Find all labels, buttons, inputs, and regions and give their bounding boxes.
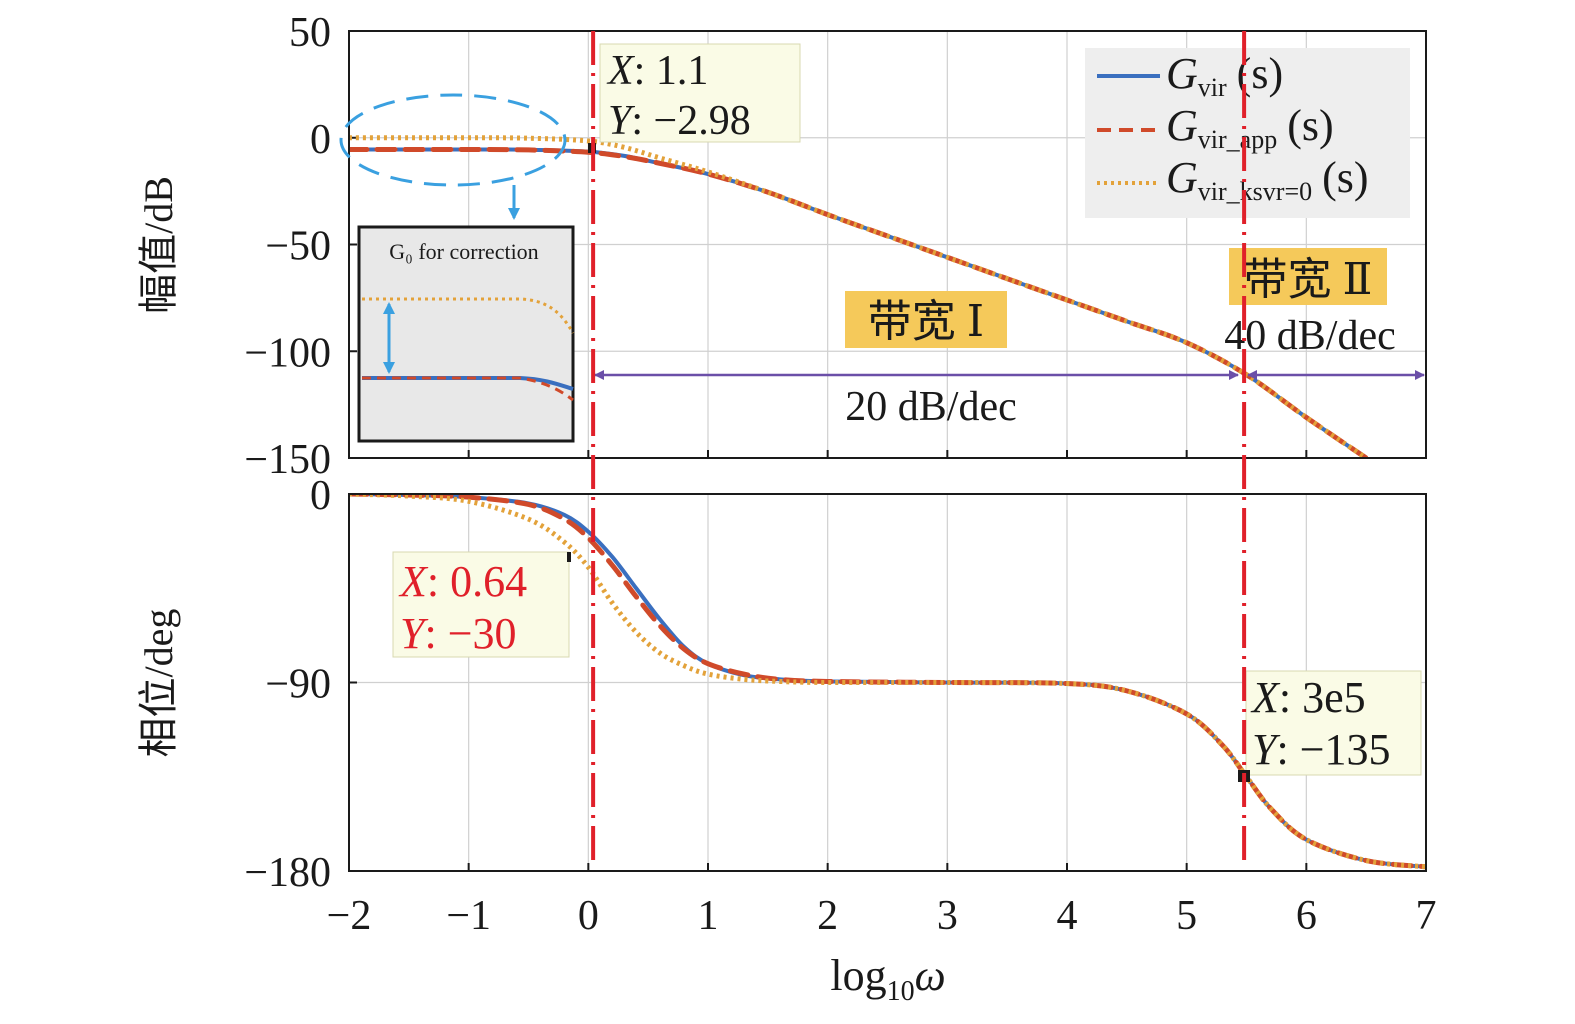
magnitude-datatip-x: X: 1.1 [606, 48, 708, 94]
x-tick-label: −1 [446, 893, 491, 939]
phase-datatip-left: X: 0.64 Y: −30 [392, 551, 571, 658]
x-tick-label: 1 [698, 893, 719, 939]
magnitude-datatip: X: 1.1 Y: −2.98 [588, 43, 801, 153]
low-frequency-highlight-ellipse [339, 93, 567, 187]
legend: Gvir (s) Gvir_app (s) Gvir_ksvr=0 (s) [1085, 48, 1410, 218]
band2-highlight [1229, 248, 1387, 305]
phase-datatip-right-x: X: 3e5 [1250, 673, 1366, 722]
phase-datatip-right-y: Y: −135 [1252, 725, 1391, 774]
band2-label: 带宽 Ⅱ [1244, 255, 1373, 304]
phase-datatip-right: X: 3e5 Y: −135 [1238, 670, 1422, 782]
slope1-label: 20 dB/dec [845, 384, 1016, 430]
phase-datatip-left-marker [567, 552, 571, 562]
magnitude-series [349, 135, 1369, 458]
x-tick-label: 6 [1296, 893, 1317, 939]
phase-tick-labels: −2 −1 0 1 2 3 4 5 6 7 0 −90 −180 [244, 473, 1436, 939]
phase-y-tick-label: 0 [310, 473, 331, 519]
phase-datatip-left-y: Y: −30 [400, 609, 517, 658]
bandwidth-guide-lines [591, 31, 1247, 866]
magnitude-panel: 50 0 −50 −100 −150 幅值/dB G₀ for correction 带… [136, 10, 1427, 483]
phase-axes-box [348, 493, 1427, 872]
magnitude-series-gvir-ksvr0 [349, 135, 1368, 458]
magnitude-datatip-box [599, 43, 801, 143]
band1-highlight [845, 291, 1007, 348]
magnitude-y-tick-label: −50 [265, 224, 331, 270]
x-tick-label: 3 [937, 893, 958, 939]
x-tick-label: 0 [578, 893, 599, 939]
magnitude-y-label: 幅值/dB [136, 176, 181, 314]
magnitude-y-tick-label: 50 [289, 10, 331, 56]
magnitude-y-tick-label: −150 [244, 437, 331, 483]
magnitude-axes-box [348, 30, 1427, 459]
x-tick-label: 4 [1057, 893, 1078, 939]
band1-label: 带宽 Ⅰ [868, 297, 984, 346]
legend-entry-gvir-app: Gvir_app (s) [1166, 101, 1334, 154]
phase-datatip-left-x: X: 0.64 [398, 557, 527, 606]
x-tick-label: 7 [1416, 893, 1437, 939]
phase-y-tick-label: −90 [265, 662, 331, 708]
phase-datatip-left-box [392, 551, 570, 658]
magnitude-y-tick-label: 0 [310, 117, 331, 163]
x-tick-label: −2 [327, 893, 372, 939]
magnitude-tick-labels: 50 0 −50 −100 −150 [244, 10, 331, 483]
slope2-label: 40 dB/dec [1224, 313, 1395, 359]
phase-datatip-right-box [1245, 670, 1422, 776]
legend-entry-gvir-ksvr0: Gvir_ksvr=0 (s) [1166, 153, 1369, 206]
inset-red-curve [362, 376, 574, 402]
phase-y-label: 相位/deg [136, 609, 181, 758]
inset-title: G₀ for correction [389, 239, 538, 264]
phase-panel: −2 −1 0 1 2 3 4 5 6 7 0 −90 −180 相位/deg log10ω X: 0.… [136, 473, 1437, 1007]
phase-x-label: log10ω [830, 951, 945, 1007]
x-tick-label: 5 [1176, 893, 1197, 939]
correction-inset: G₀ for correction [357, 225, 575, 443]
phase-y-tick-label: −180 [244, 850, 331, 896]
magnitude-y-tick-label: −100 [244, 330, 331, 376]
magnitude-datatip-y: Y: −2.98 [608, 98, 751, 144]
x-tick-label: 2 [817, 893, 838, 939]
